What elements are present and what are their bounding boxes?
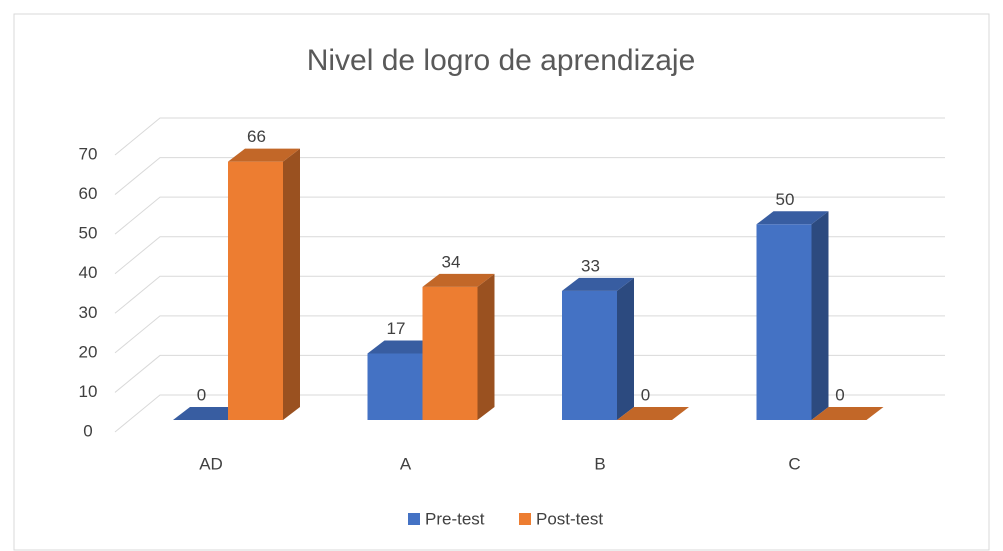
grid-line	[114, 354, 945, 393]
y-tick-label: 40	[79, 263, 98, 282]
legend-swatch	[408, 513, 420, 525]
y-tick-label: 30	[79, 303, 98, 322]
grid-line	[114, 157, 945, 195]
bar	[617, 407, 689, 420]
bar	[756, 211, 829, 420]
bar	[562, 277, 634, 420]
grid-line	[114, 275, 945, 314]
x-tick-label: B	[594, 454, 605, 473]
data-label: 34	[442, 252, 461, 271]
x-tick-label: C	[788, 454, 800, 473]
legend-label: Pre-test	[425, 509, 485, 528]
bar	[173, 407, 245, 420]
data-label: 0	[835, 385, 844, 404]
chart-title: Nivel de logro de aprendizaje	[307, 44, 696, 77]
y-tick-label: 60	[79, 184, 98, 203]
bar-top	[228, 148, 300, 162]
data-label: 50	[776, 190, 795, 209]
data-label: 33	[581, 256, 600, 275]
grid-line	[114, 394, 945, 433]
bar-front	[228, 161, 283, 420]
bar-side	[477, 273, 495, 420]
bar-top	[562, 277, 634, 291]
grid-line	[114, 196, 945, 235]
bar	[422, 273, 495, 420]
bar	[811, 407, 884, 420]
bar-front	[422, 286, 478, 420]
bar-top	[173, 407, 245, 420]
y-tick-label: 10	[79, 382, 98, 401]
grid-line	[114, 315, 945, 354]
x-tick-label: A	[400, 454, 412, 473]
legend-swatch	[519, 513, 531, 525]
y-tick-label: 50	[79, 224, 98, 243]
y-tick-label: 70	[79, 144, 98, 163]
bar-top	[811, 407, 884, 420]
bar-front	[562, 290, 617, 420]
bar	[228, 148, 300, 420]
bar-top	[367, 340, 440, 354]
grid-line	[114, 236, 945, 275]
bar-top	[756, 211, 829, 225]
bar-side	[283, 148, 300, 420]
bar-side	[617, 277, 634, 420]
data-label: 17	[387, 319, 406, 338]
data-label: 0	[641, 385, 650, 404]
grid-line	[114, 117, 945, 156]
bar-top	[617, 407, 689, 420]
bar-top	[422, 273, 495, 287]
x-tick-label: AD	[199, 454, 223, 473]
y-tick-label: 20	[79, 342, 98, 361]
chart-frame	[13, 13, 990, 551]
y-tick-label: 0	[83, 421, 92, 440]
bar-front	[367, 353, 423, 420]
legend-label: Post-test	[536, 509, 603, 528]
bar-front	[756, 224, 812, 420]
bar-side	[811, 211, 829, 420]
data-label: 0	[197, 385, 206, 404]
data-label: 66	[247, 127, 266, 146]
